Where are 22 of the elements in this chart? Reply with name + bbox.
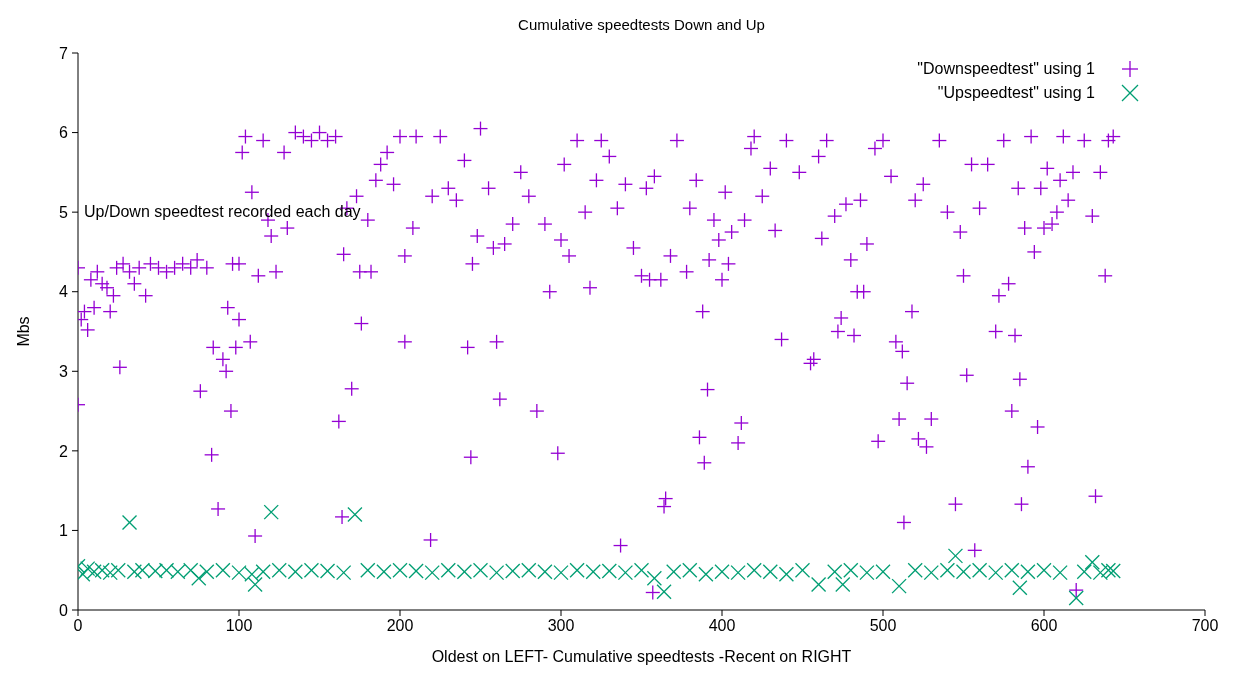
y-tick-label: 5 [59, 203, 69, 221]
x-tick-label: 600 [1030, 617, 1058, 635]
legend-label: "Downspeedtest" using 1 [917, 60, 1095, 78]
y-tick-label: 1 [59, 522, 69, 540]
x-tick-label: 700 [1191, 617, 1219, 635]
x-tick-label: 300 [547, 617, 575, 635]
y-tick-label: 6 [59, 124, 69, 142]
x-tick-label: 100 [225, 617, 253, 635]
y-tick-label: 3 [59, 362, 69, 380]
y-tick-label: 0 [59, 601, 69, 619]
annotation: Up/Down speedtest recorded each day [84, 203, 361, 222]
y-tick-label: 4 [59, 283, 69, 301]
x-tick-label: 0 [73, 617, 83, 635]
y-tick-label: 2 [59, 442, 69, 460]
x-tick-label: 400 [708, 617, 736, 635]
y-tick-label: 7 [59, 44, 69, 62]
x-axis-title: Oldest on LEFT- Cumulative speedtests -Recent on RIGHT [431, 648, 852, 665]
x-tick-label: 200 [386, 617, 414, 635]
y-axis-title: Mbs [14, 316, 32, 347]
x-tick-label: 500 [869, 617, 897, 635]
legend-label: "Upspeedtest" using 1 [937, 84, 1095, 102]
chart-title: Cumulative speedtests Down and Up [517, 16, 766, 33]
